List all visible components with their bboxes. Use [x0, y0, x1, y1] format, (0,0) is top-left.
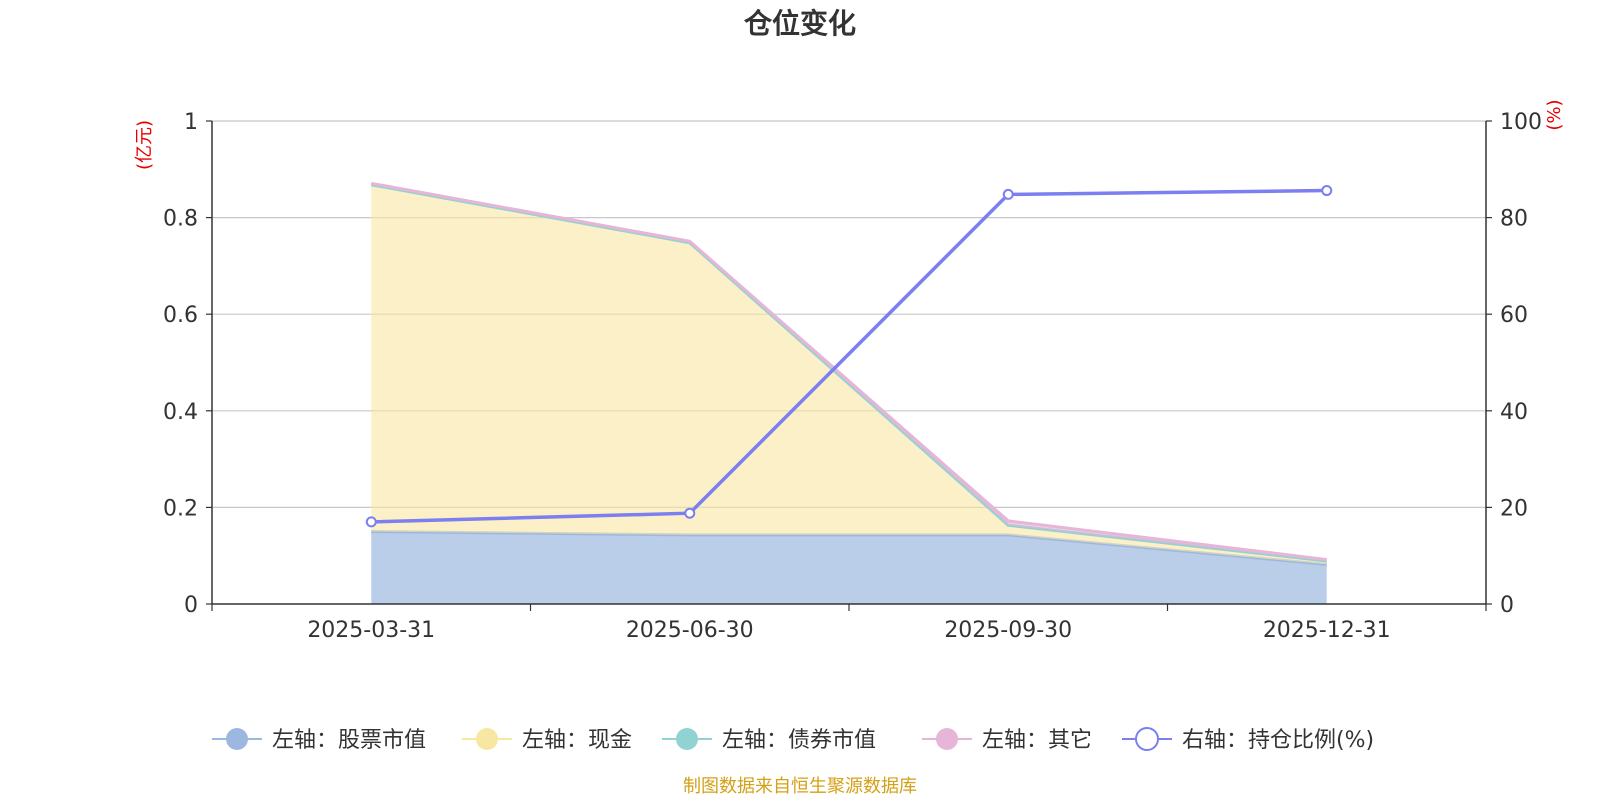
- right-axis-unit: (%): [1544, 99, 1565, 130]
- left-y-tick-label: 0.6: [163, 303, 198, 328]
- x-tick-label: 2025-03-31: [307, 618, 435, 643]
- right-y-tick-label: 0: [1500, 593, 1514, 618]
- right-y-tick-label: 20: [1500, 496, 1528, 521]
- legend-marker: [936, 728, 958, 750]
- legend-stock: 左轴：股票市值: [212, 728, 426, 753]
- legend-marker: [1135, 727, 1159, 751]
- left-y-tick-label: 0.8: [163, 207, 198, 232]
- holding-ratio-point: [1002, 188, 1014, 200]
- legend-marker: [676, 728, 698, 750]
- left-y-tick-label: 0.4: [163, 400, 198, 425]
- x-tick-label: 2025-06-30: [626, 618, 754, 643]
- legend-other: 左轴：其它: [922, 728, 1092, 753]
- holding-ratio-point: [684, 507, 696, 519]
- legend-bond: 左轴：债券市值: [662, 728, 876, 753]
- right-y-tick-label: 40: [1500, 400, 1528, 425]
- source-note: 制图数据来自恒生聚源数据库: [683, 776, 917, 797]
- legend-cash: 左轴：现金: [462, 728, 632, 753]
- right-y-tick-label: 100: [1500, 110, 1542, 135]
- holding-ratio-point: [1321, 185, 1333, 197]
- chart-title: 仓位变化: [744, 7, 856, 40]
- legend-label: 左轴：其它: [982, 728, 1092, 753]
- x-tick-label: 2025-09-30: [944, 618, 1072, 643]
- legend-label: 左轴：股票市值: [272, 728, 426, 753]
- legend-marker: [476, 728, 498, 750]
- x-tick-label: 2025-12-31: [1263, 618, 1391, 643]
- right-y-tick-label: 60: [1500, 303, 1528, 328]
- left-y-tick-label: 0: [184, 593, 198, 618]
- holding-ratio-line: [371, 188, 1327, 524]
- right-y-tick-label: 80: [1500, 207, 1528, 232]
- holding-ratio-point: [365, 516, 377, 528]
- stock-market-value-area: [371, 531, 1327, 604]
- legend-label: 左轴：债券市值: [722, 728, 876, 753]
- legend-ratio: 右轴：持仓比例(%): [1122, 727, 1374, 753]
- legend-label: 左轴：现金: [522, 728, 632, 753]
- cash-area: [371, 184, 1327, 565]
- left-y-tick-label: 0.2: [163, 496, 198, 521]
- legend-marker: [226, 728, 248, 750]
- legend-label: 右轴：持仓比例(%): [1182, 728, 1374, 753]
- left-axis-unit: (亿元): [134, 120, 155, 170]
- left-y-tick-label: 1: [184, 110, 198, 135]
- other-line: [370, 181, 1327, 562]
